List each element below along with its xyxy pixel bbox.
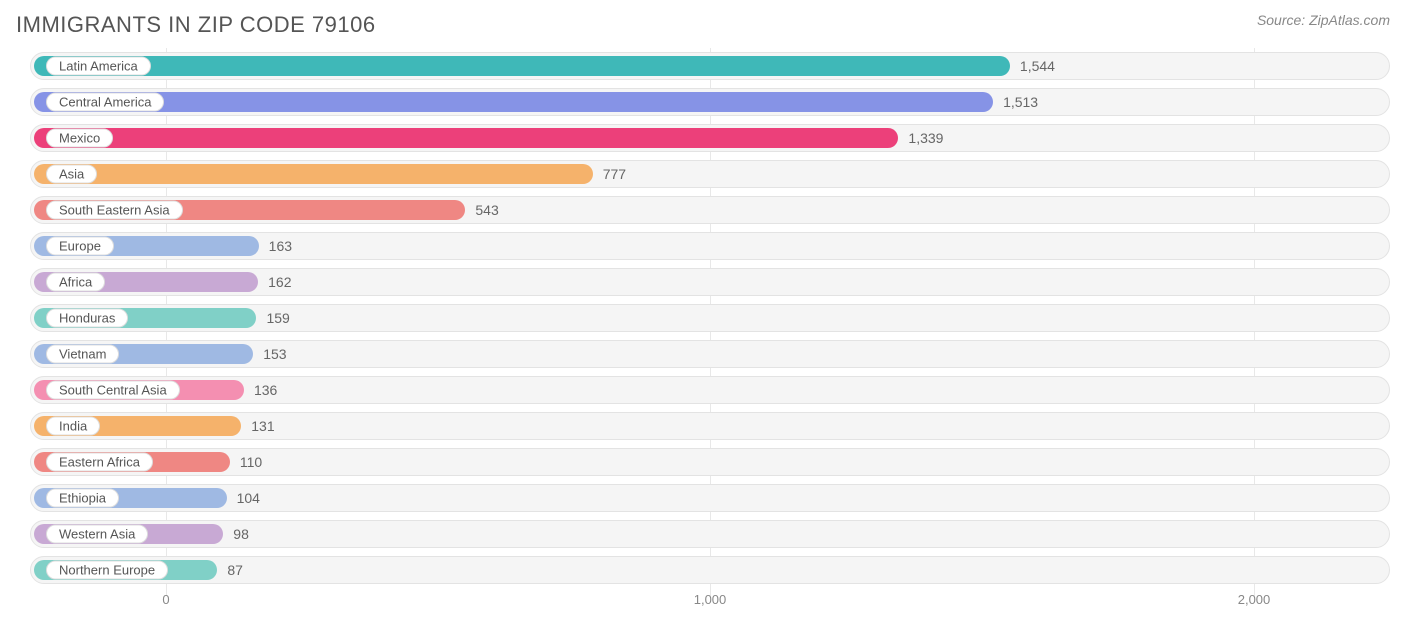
chart-row: Latin America 1,544 — [30, 52, 1390, 80]
chart-row: India 131 — [30, 412, 1390, 440]
chart-source: Source: ZipAtlas.com — [1257, 12, 1390, 28]
x-tick-label: 2,000 — [1238, 592, 1271, 607]
chart-row: Ethiopia 104 — [30, 484, 1390, 512]
value-label: 136 — [254, 382, 277, 398]
category-label: Africa — [46, 273, 105, 292]
bar-fill — [34, 164, 593, 184]
value-label: 777 — [603, 166, 626, 182]
value-label: 162 — [268, 274, 291, 290]
value-label: 1,339 — [908, 130, 943, 146]
value-label: 98 — [233, 526, 249, 542]
chart-row: Honduras 159 — [30, 304, 1390, 332]
category-label: South Eastern Asia — [46, 201, 183, 220]
category-label: Northern Europe — [46, 561, 168, 580]
chart-row: Africa 162 — [30, 268, 1390, 296]
category-label: Vietnam — [46, 345, 119, 364]
chart-rows: Latin America 1,544 Central America 1,513 Me… — [30, 52, 1390, 584]
category-label: Asia — [46, 165, 97, 184]
category-label: Central America — [46, 93, 164, 112]
category-label: Latin America — [46, 57, 151, 76]
bar-fill — [34, 92, 993, 112]
category-label: Western Asia — [46, 525, 148, 544]
chart-row: South Eastern Asia 543 — [30, 196, 1390, 224]
chart-row: Vietnam 153 — [30, 340, 1390, 368]
value-label: 87 — [227, 562, 243, 578]
bar-track — [30, 484, 1390, 512]
value-label: 163 — [269, 238, 292, 254]
bar-fill — [34, 128, 898, 148]
chart-row: Western Asia 98 — [30, 520, 1390, 548]
x-tick-label: 0 — [162, 592, 169, 607]
category-label: Ethiopia — [46, 489, 119, 508]
chart-area: Latin America 1,544 Central America 1,513 Me… — [16, 52, 1390, 616]
chart-row: Mexico 1,339 — [30, 124, 1390, 152]
value-label: 104 — [237, 490, 260, 506]
value-label: 131 — [251, 418, 274, 434]
chart-row: South Central Asia 136 — [30, 376, 1390, 404]
value-label: 543 — [475, 202, 498, 218]
value-label: 153 — [263, 346, 286, 362]
chart-row: Eastern Africa 110 — [30, 448, 1390, 476]
chart-row: Europe 163 — [30, 232, 1390, 260]
header: IMMIGRANTS IN ZIP CODE 79106 Source: Zip… — [16, 12, 1390, 38]
chart-row: Asia 777 — [30, 160, 1390, 188]
chart-title: IMMIGRANTS IN ZIP CODE 79106 — [16, 12, 376, 38]
value-label: 159 — [266, 310, 289, 326]
category-label: Eastern Africa — [46, 453, 153, 472]
value-label: 110 — [240, 454, 262, 470]
chart-x-axis: 0 1,000 2,000 — [30, 592, 1390, 616]
chart-row: Northern Europe 87 — [30, 556, 1390, 584]
category-label: Mexico — [46, 129, 113, 148]
category-label: Honduras — [46, 309, 128, 328]
category-label: Europe — [46, 237, 114, 256]
x-tick-label: 1,000 — [694, 592, 727, 607]
value-label: 1,513 — [1003, 94, 1038, 110]
value-label: 1,544 — [1020, 58, 1055, 74]
chart-row: Central America 1,513 — [30, 88, 1390, 116]
category-label: India — [46, 417, 100, 436]
category-label: South Central Asia — [46, 381, 180, 400]
bar-track — [30, 448, 1390, 476]
bar-fill — [34, 56, 1010, 76]
